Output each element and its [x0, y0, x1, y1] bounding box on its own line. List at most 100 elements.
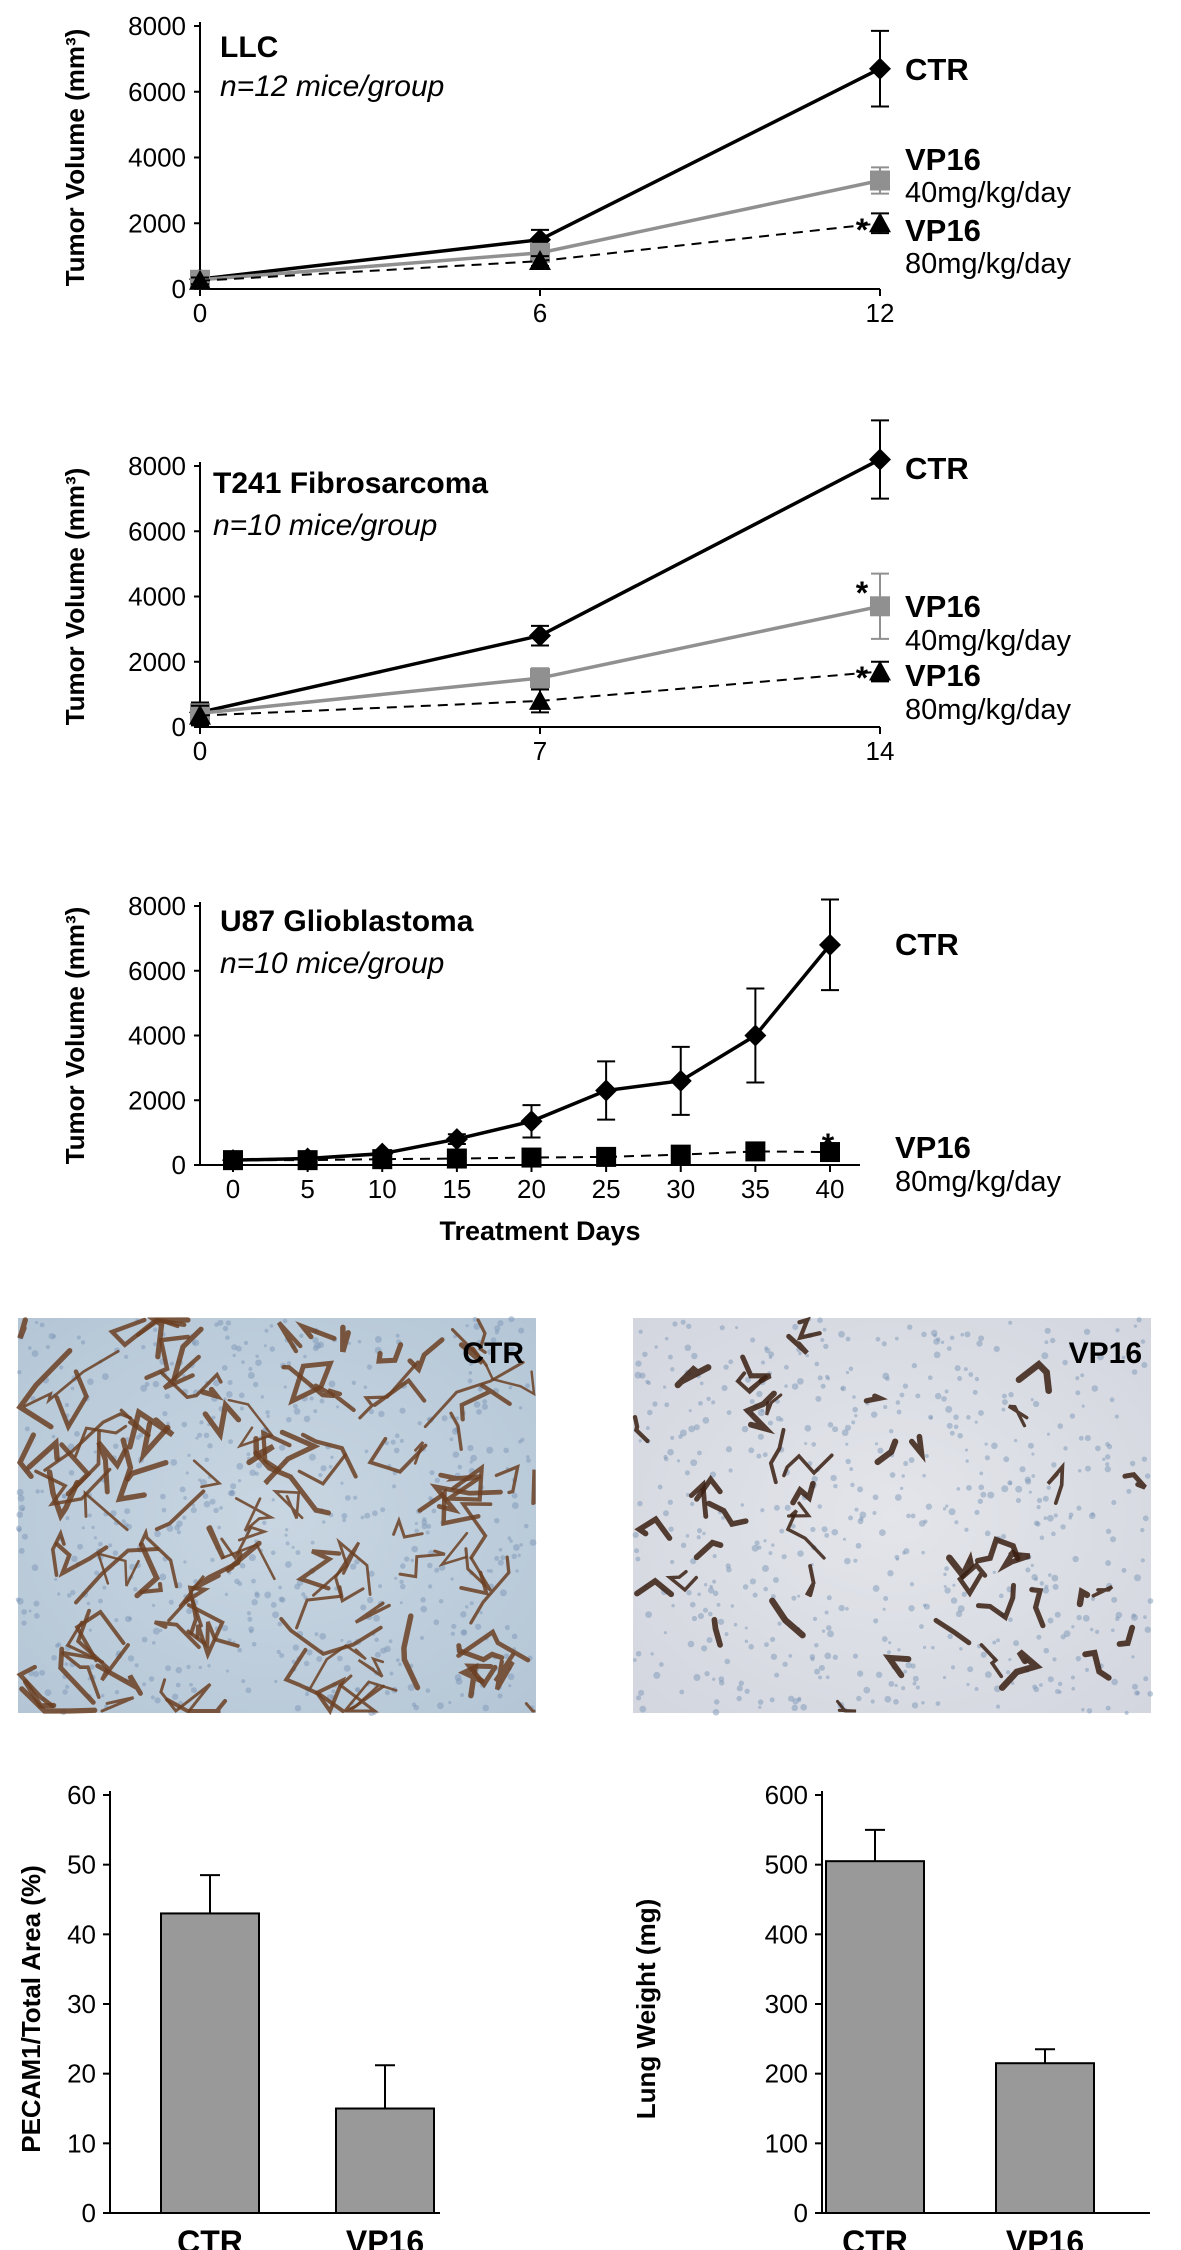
nucleus	[886, 1650, 891, 1655]
bar-chart-pecam1: 0 10 20 30 40 50 60 PECAM1/Total Area (%) CTR VP1…	[16, 1780, 440, 2250]
nucleus	[477, 1386, 483, 1392]
nucleus	[525, 1383, 530, 1389]
data-point	[869, 660, 891, 681]
x-tick-label: 14	[866, 736, 895, 766]
nucleus	[336, 1405, 340, 1409]
nucleus	[957, 1376, 963, 1382]
nucleus	[735, 1326, 739, 1330]
nucleus	[127, 1655, 135, 1662]
nucleus	[723, 1364, 729, 1370]
y-tick-label: 200	[765, 2059, 808, 2089]
y-tick-label: 400	[765, 1919, 808, 1949]
nucleus	[1076, 1614, 1082, 1621]
nucleus	[1062, 1359, 1068, 1366]
nucleus	[875, 1671, 883, 1678]
nucleus	[779, 1417, 784, 1422]
nucleus	[908, 1605, 915, 1612]
nucleus	[872, 1584, 880, 1592]
nucleus	[912, 1675, 919, 1682]
vessel	[46, 1469, 80, 1522]
nucleus	[844, 1557, 851, 1565]
nucleus	[688, 1425, 696, 1433]
nucleus	[518, 1327, 525, 1334]
nucleus	[736, 1685, 743, 1692]
nucleus	[756, 1453, 762, 1459]
nucleus	[70, 1589, 76, 1596]
nucleus	[791, 1704, 798, 1712]
nucleus	[195, 1436, 199, 1440]
nucleus	[698, 1401, 703, 1406]
nucleus	[457, 1464, 463, 1470]
nucleus	[724, 1658, 731, 1665]
nucleus	[179, 1486, 186, 1493]
nucleus	[374, 1637, 379, 1643]
nucleus	[305, 1692, 310, 1697]
nucleus	[896, 1409, 902, 1415]
nucleus	[529, 1539, 537, 1546]
nucleus	[1141, 1456, 1148, 1462]
nucleus	[429, 1469, 435, 1476]
nucleus	[422, 1517, 427, 1522]
nucleus	[508, 1316, 515, 1323]
nucleus	[153, 1342, 157, 1347]
nucleus	[350, 1563, 357, 1570]
nucleus	[246, 1452, 251, 1457]
nucleus	[873, 1618, 879, 1624]
nucleus	[454, 1674, 462, 1682]
nucleus	[310, 1540, 315, 1545]
nucleus	[394, 1576, 398, 1580]
vessel	[372, 1377, 427, 1407]
nucleus	[697, 1450, 702, 1456]
nucleus	[373, 1614, 381, 1622]
y-axis-label: PECAM1/Total Area (%)	[16, 1865, 46, 2153]
nucleus	[792, 1323, 799, 1331]
nucleus	[1133, 1324, 1138, 1328]
nucleus	[662, 1385, 667, 1389]
nucleus	[255, 1354, 259, 1359]
nucleus	[30, 1396, 36, 1401]
nucleus	[657, 1484, 663, 1490]
nucleus	[303, 1415, 311, 1423]
nucleus	[286, 1416, 292, 1423]
nucleus	[470, 1454, 477, 1462]
nucleus	[197, 1432, 203, 1438]
nucleus	[663, 1456, 669, 1462]
nucleus	[494, 1329, 500, 1335]
nucleus	[663, 1631, 667, 1635]
nucleus	[1025, 1567, 1031, 1573]
nucleus	[947, 1633, 953, 1640]
nucleus	[239, 1406, 244, 1411]
nucleus	[637, 1500, 643, 1507]
nucleus	[946, 1346, 952, 1351]
nucleus	[1129, 1460, 1136, 1467]
vessel	[138, 1527, 179, 1589]
nucleus	[895, 1400, 901, 1405]
nucleus	[825, 1675, 830, 1680]
nucleus	[398, 1662, 402, 1667]
nucleus	[888, 1641, 892, 1645]
nucleus	[353, 1495, 358, 1500]
y-tick-label: 6000	[128, 956, 186, 986]
nucleus	[845, 1442, 849, 1446]
nucleus	[319, 1398, 325, 1404]
nucleus	[431, 1508, 437, 1514]
nucleus	[1060, 1524, 1066, 1530]
vessel	[874, 1438, 899, 1466]
nucleus	[420, 1605, 428, 1613]
nucleus	[380, 1507, 386, 1513]
bar-chart-lung-weight: 0 100 200 300 400 500 600 Lung Weight (mg) CTR VP…	[631, 1780, 1150, 2250]
vessel	[790, 1480, 816, 1506]
nucleus	[481, 1403, 488, 1410]
series-dose-label: 80mg/kg/day	[905, 694, 1072, 726]
nucleus	[144, 1381, 150, 1387]
nucleus	[114, 1689, 120, 1695]
nucleus	[646, 1426, 650, 1431]
vessel	[974, 1536, 1021, 1564]
nucleus	[65, 1684, 70, 1690]
chart-title: T241 Fibrosarcoma	[213, 467, 488, 500]
y-tick-label: 20	[67, 2059, 96, 2089]
y-tick-label: 6000	[128, 516, 186, 546]
nucleus	[887, 1570, 894, 1577]
nucleus	[150, 1695, 155, 1700]
nucleus	[872, 1494, 879, 1501]
